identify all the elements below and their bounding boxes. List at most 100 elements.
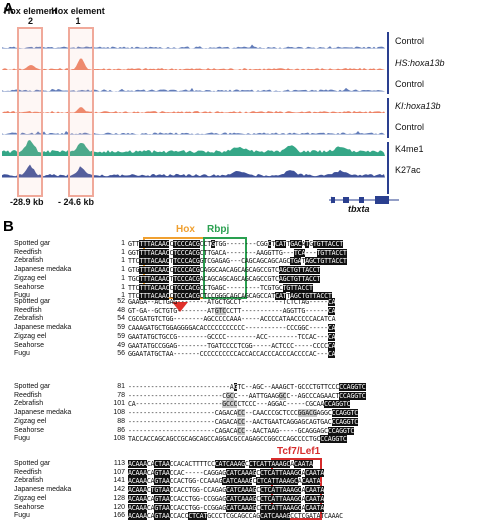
species-name: Seahorse [14,341,44,349]
track-label: K4me1 [395,143,424,154]
species-name: Zigzag eel [14,417,47,425]
alignment-row: Zigzag eel 59 GAATATGCTGCCG--------GCCCC--… [0,332,500,341]
sequence-position: 52 [117,298,125,305]
motif-label-tcf7-lef1: Tcf7/Lef1 [277,446,321,457]
sequence-position: 1 [121,274,125,282]
sequence: CGCGATGTCTGG--------AGCCCCCAAA-----ACCCC… [128,315,336,324]
species-name: Spotted gar [14,240,51,247]
sequence-position: 54 [117,315,125,323]
species-name: Zebrafish [14,477,44,485]
alignment-row: Fugu 166 ACAAACAGTAACCACCCTCATGCCCTCGCAGCC… [0,512,500,520]
sequence: TACCACCAGCAGCCGCAGCAGCCAGGACGCCAGAGCCGGC… [128,435,347,444]
sequence: GTGTTTACAACCTCCCACGCAGGCAACAGCAGCAGCCGTC… [128,266,321,275]
species-name: Fugu [14,512,30,520]
track-signal [2,107,385,113]
species-name: Fugu [14,292,30,300]
species-name: Japanese medaka [14,324,72,332]
sequence-position: 1 [121,292,125,300]
alignment-row: Reedfish 48 GT-GA--GCTGTG--------ATGTCCCTT… [0,306,500,315]
sequence-position: 108 [113,435,125,443]
sequence: -----------------------CAGACACC--AACTAAG… [128,426,355,435]
track-label: Control [395,36,425,46]
alignment-row: Spotted gar 52 GAAGA--ACTGAG--------ATGCTG… [0,298,500,306]
gene-label-tbxta: tbxta [348,204,370,214]
alignment-row: Seahorse 86 -----------------------CAGACAC… [0,426,500,435]
sequence: TTCTTTACAACCTCCCACGCCTGAGC---------TCGTG… [128,283,313,292]
sequence: GTTTTTACAACCTCCCACGCCTGTGG--------CGGCTC… [128,240,344,248]
sequence: ACAAACAGTAACCACCCTCATGCCCTCGCAGCCAGCATCA… [128,512,343,520]
hox-element-1-title: Hox element 1 [51,6,105,26]
track-label: KI:hoxa13b [395,100,441,111]
alignment-row: Spotted gar 113 ACAAACACTAACCACACTTTTCCCAT… [0,460,500,468]
alignment-row: Spotted gar 81 ---------------------------… [0,383,500,391]
sequence: GAAGA--ACTGAG--------ATGCTGCCT----------… [128,298,336,306]
alignment-row: Seahorse 120 ACAAACAGTAACCACCTGG-CCGGAGCAT… [0,503,500,512]
track-signal [2,87,385,92]
sequence-position: 113 [113,460,125,467]
sequence-position: 88 [117,417,125,425]
sequence: TGCTTTACAACTTCCCACGACAGCAGCAGCAGCAGCCGTC… [128,274,321,283]
motif-label-hox: Hox [176,224,195,235]
sequence-position: 1 [121,257,125,265]
sequence-position: 81 [117,383,125,390]
sequence-position: 166 [113,512,125,520]
species-name: Zebrafish [14,400,44,408]
alignment-row: Zigzag eel 128 ACAAACAGTAACCACCTGG-CCGGAGC… [0,494,500,503]
alignment-row: Fugu 56 GGAATATGCTAA-------CCCCCCCCCCACCAC… [0,350,500,359]
sequence-position: 1 [121,283,125,291]
sequence-position: 59 [117,332,125,340]
sequence: GGTTTTACAACCTCCCACGCTTGACA--------AAGGTT… [128,248,347,257]
motif-label-rbpj: Rbpj [207,224,230,235]
alignment-row: Seahorse 1 TTCTTTACAACCTCCCACGCCTGAGC-----… [0,283,500,292]
track-signal [2,58,385,70]
species-name: Japanese medaka [14,486,72,494]
species-name: Zigzag eel [14,494,47,502]
alignment-row: Japanese medaka 1 GTGTTTACAACCTCCCACGCAGGC… [0,266,500,275]
species-name: Zebrafish [14,257,44,265]
sequence-position: 1 [121,248,125,256]
species-name: Zebrafish [14,315,44,323]
sequence-position: 108 [113,409,125,417]
sequence: -------------------------CGCC---AATTGAAG… [128,391,366,400]
sequence-position: 56 [117,350,125,358]
alignment-row: Japanese medaka 108 ----------------------… [0,409,500,418]
species-name: Fugu [14,350,30,358]
sequence-position: 101 [113,400,125,408]
track-signal [2,139,385,156]
sequence-position: 128 [113,494,125,502]
alignment-row: Zebrafish 141 ACAAACAGTAACCACTGG-CCAAAGCAT… [0,477,500,486]
sequence-position: 142 [113,486,125,494]
alignment-row: Zigzag eel 88 -----------------------CAGAC… [0,417,500,426]
sequence-position: 48 [117,306,125,314]
genome-tracks [2,32,389,194]
sequence-position: 49 [117,341,125,349]
hox-element-2-box [17,27,43,197]
track-label: Control [395,79,425,89]
sequence: GGAATATGCTAA-------CCCCCCCCCCACCACCACCCA… [128,350,336,359]
species-name: Reedfish [14,468,42,476]
track-label: K27ac [395,165,421,175]
sequence: GAATATGCTGCCG--------GCCCC--------ACC---… [128,332,336,341]
panel-a-label: A [3,0,14,17]
track-signal [2,164,385,178]
sequence: GT-GA--GCTGTG--------ATGTCCCTT----------… [128,306,336,315]
alignment-row: Spotted gar 1 GTTTTTACAACCTCCCACGCCTGTGG--… [0,240,500,248]
sequence-position: 78 [117,391,125,399]
species-name: Seahorse [14,426,44,434]
alignment-row: Japanese medaka 142 ACAAACTGTAACCACCTGG-CC… [0,486,500,495]
hox-element-2-kb: -28.9 kb [10,197,44,207]
alignment-row: Zebrafish 101 CA-----------------------GCC… [0,400,500,409]
alignment-row: Fugu 108 TACCACCAGCAGCCGCAGCAGCCAGGACGCCAG… [0,435,500,444]
rbpj-motif-box [203,237,247,299]
species-name: Seahorse [14,503,44,511]
sequence: CA-----------------------GCCCCTCCC---AGG… [128,400,351,409]
sequence: GAATATGCCGGAG--------TGATCCCCTCGG-----AC… [128,341,336,350]
sequence: -----------------------CAGACACC--AACTGAA… [128,417,358,426]
species-name: Spotted gar [14,460,51,467]
alignment-row: Zigzag eel 1 TGCTTTACAACTTCCCACGACAGCAGCAG… [0,274,500,283]
track-label: HS:hoxa13b [395,57,445,68]
species-name: Seahorse [14,283,44,291]
hox-element-2-title: Hox element 2 [3,6,58,26]
panel-b-label: B [3,218,14,235]
sequence-position: 120 [113,503,125,511]
